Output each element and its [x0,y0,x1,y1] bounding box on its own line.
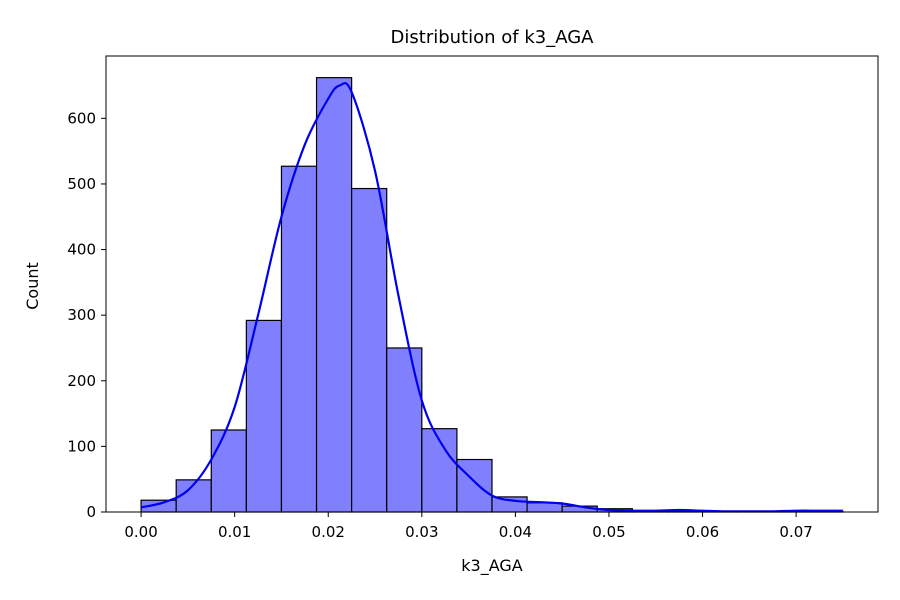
x-tick-label: 0.06 [686,523,719,541]
kde-line [140,81,843,513]
x-tick-label: 0.00 [124,523,157,541]
histogram-bar [386,347,423,513]
chart-title: Distribution of k3_AGA [391,27,595,48]
histogram-bar [245,319,283,513]
y-axis-title: Count [23,262,42,310]
y-axis: 0 100 200 300 400 500 600 [67,109,106,521]
plot-frame [105,55,879,513]
y-tick-label: 300 [67,306,96,324]
x-tick-label: 0.07 [779,523,812,541]
y-tick-label: 400 [67,241,96,259]
histogram-bar [280,165,318,513]
histogram-bar [315,77,353,513]
histogram-bar [526,502,563,513]
x-tick-label: 0.02 [312,523,345,541]
x-axis: 0.00 0.01 0.02 0.03 0.04 0.05 0.06 0.07 [124,512,813,541]
bar-group [140,77,844,513]
y-tick-label: 600 [67,109,96,127]
y-tick-label: 100 [67,437,96,455]
y-tick-label: 0 [86,503,96,521]
histogram-bar [456,458,493,513]
histogram-bar [210,429,247,513]
x-tick-label: 0.05 [592,523,625,541]
x-tick-label: 0.01 [218,523,251,541]
x-tick-label: 0.04 [499,523,532,541]
histogram-bar [351,187,388,513]
y-tick-label: 500 [67,175,96,193]
x-axis-title: k3_AGA [461,556,523,576]
x-tick-label: 0.03 [405,523,438,541]
y-tick-label: 200 [67,372,96,390]
